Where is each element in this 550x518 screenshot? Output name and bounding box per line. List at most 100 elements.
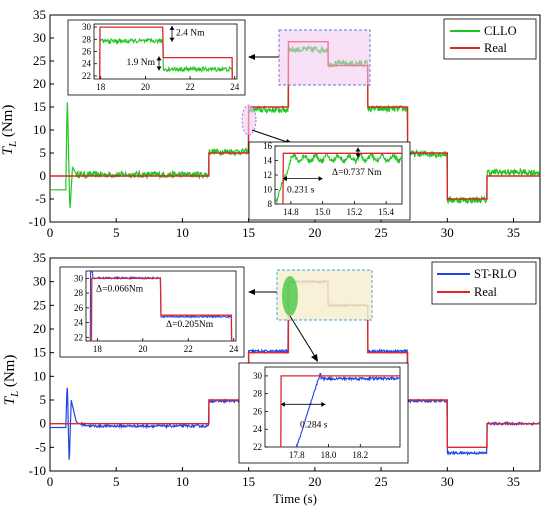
legend-label: ST-RLO: [474, 267, 517, 281]
arrow-head: [156, 66, 162, 71]
inset-y-tick-label: 30: [253, 371, 263, 381]
inset-x-tick-label: 18: [96, 82, 106, 92]
y-tick-label: -10: [29, 214, 46, 229]
x-tick-label: 0: [47, 474, 54, 489]
legend: CLLO Real: [443, 18, 537, 60]
inset-y-tick-label: 24: [74, 318, 84, 328]
y-tick-label: 0: [40, 416, 47, 431]
inset-series-line: [275, 151, 402, 204]
annotation: Δ=0.205Nm: [166, 320, 214, 330]
inset-x-tick-label: 15.2: [347, 207, 363, 217]
inset-x-tick-label: 15.0: [315, 207, 331, 217]
inset-y-tick-label: 16: [263, 141, 273, 151]
inset-chart: 8 10 12 14 16 14.8 15.0 15.2 15.4 Δ=0.737 Nm 0.231…: [248, 141, 411, 221]
x-tick-label: 30: [441, 225, 454, 240]
inset-x-tick-label: 14.8: [283, 207, 299, 217]
x-tick-label: 20: [308, 474, 321, 489]
inset-chart: 22 24 26 28 30 17.8 18.0 18.2 0.284 s: [238, 362, 409, 464]
y-tick-label: 5: [40, 145, 47, 160]
inset-y-tick-label: 10: [263, 185, 273, 195]
pointer-arrow: [248, 54, 255, 60]
inset-y-tick-label: 28: [82, 34, 92, 44]
zoom-region: [282, 276, 298, 316]
pointer-arrow: [251, 129, 291, 144]
inset-y-tick-label: 28: [253, 389, 263, 399]
arrow-head: [355, 153, 361, 158]
annotation: 0.284 s: [300, 420, 328, 430]
x-tick-label: 5: [113, 474, 120, 489]
x-ticks: 0 5 10 15 20 25 30 35: [47, 218, 520, 240]
inset-y-tick-label: 26: [74, 303, 84, 313]
y-tick-label: 15: [33, 99, 46, 114]
inset-y-tick-label: 26: [253, 406, 263, 416]
inset-x-tick-label: 20: [141, 82, 151, 92]
annotation: 2.4 Nm: [176, 29, 205, 39]
y-tick-label: 30: [33, 274, 46, 289]
inset-x-tick-label: 18.0: [321, 450, 337, 460]
inset-y-tick-label: 22: [74, 332, 83, 342]
pointer-arrow: [289, 315, 317, 359]
x-tick-label: 15: [242, 474, 255, 489]
inset-x-tick-label: 15.4: [378, 207, 394, 217]
x-ticks: 0 5 10 15 20 25 30 35: [47, 467, 520, 489]
inset-x-tick-label: 17.8: [289, 450, 305, 460]
panel-2: -10 -5 0 5 10 15 20 25 30 35 0 5 10 15 20 25 30 35 TL (N…: [2, 250, 541, 506]
y-tick-label: 0: [40, 168, 47, 183]
inset-y-tick-label: 12: [263, 170, 272, 180]
inset-x-tick-label: 24: [230, 82, 240, 92]
x-tick-label: 0: [47, 225, 54, 240]
y-tick-label: 30: [33, 30, 46, 45]
x-tick-label: 35: [507, 225, 520, 240]
panel-1: -10 -5 0 5 10 15 20 25 30 35 0 5 10 15 20 25 30 35 TL (N…: [0, 7, 541, 240]
inset-y-tick-label: 24: [253, 424, 263, 434]
inset-series-line: [99, 37, 233, 79]
inset-y-tick-label: 24: [82, 59, 92, 69]
inset-y-tick-label: 22: [82, 71, 91, 81]
arrow-head: [156, 56, 162, 61]
inset-x-tick-label: 24: [229, 344, 239, 354]
inset-x-tick-label: 18: [93, 344, 103, 354]
y-tick-label: -5: [35, 191, 46, 206]
arrow-head: [282, 176, 287, 182]
y-axis-label: TL (Nm): [2, 355, 21, 406]
x-tick-label: 25: [375, 225, 388, 240]
legend-label: CLLO: [484, 24, 517, 38]
arrow-head: [169, 37, 175, 42]
y-tick-label: 20: [33, 76, 46, 91]
annotation: Δ=0.737 Nm: [332, 168, 382, 178]
inset-real-line: [90, 277, 233, 341]
x-axis-label: Time (s): [273, 491, 317, 506]
legend-label: Real: [484, 41, 507, 55]
arrow-head: [355, 147, 361, 152]
arrow-head: [169, 25, 175, 30]
x-tick-label: 15: [242, 225, 255, 240]
inset-y-tick-label: 30: [74, 273, 84, 283]
x-tick-label: 35: [507, 474, 520, 489]
x-tick-label: 30: [441, 474, 454, 489]
inset-plot: [99, 26, 233, 79]
inset-chart: 22 24 26 28 30 18 20 22 24 2.4 Nm 1.9 Nm: [67, 19, 246, 96]
annotation: 1.9 Nm: [127, 58, 156, 68]
inset-x-tick-label: 22: [186, 82, 195, 92]
inset-real-line: [99, 26, 233, 79]
inset-plot: [275, 151, 402, 204]
inset-y-tick-label: 22: [253, 442, 262, 452]
x-tick-label: 20: [308, 225, 321, 240]
y-tick-label: 35: [33, 7, 46, 22]
inset-series-line: [296, 373, 400, 447]
x-tick-label: 10: [176, 225, 189, 240]
annotation: 0.231 s: [287, 185, 315, 195]
y-axis-label: TL (Nm): [0, 105, 19, 156]
arrow-head: [280, 401, 285, 407]
y-tick-label: 25: [33, 53, 46, 68]
inset-y-tick-label: 14: [263, 156, 273, 166]
inset-x-tick-label: 18.2: [352, 450, 368, 460]
y-ticks: -10 -5 0 5 10 15 20 25 30 35: [29, 250, 54, 478]
inset-x-tick-label: 22: [184, 344, 193, 354]
y-tick-label: -10: [29, 463, 46, 478]
inset-y-tick-label: 30: [82, 22, 92, 32]
zoom-region: [278, 29, 371, 86]
y-tick-label: 20: [33, 321, 46, 336]
inset-real-line: [282, 152, 402, 204]
